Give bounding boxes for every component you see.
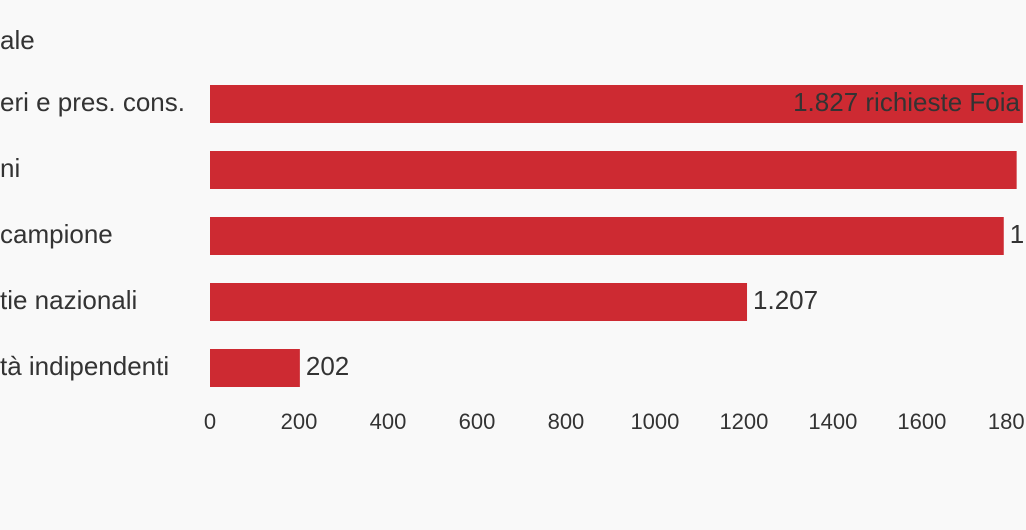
chart-title: ale: [0, 25, 35, 55]
category-label: eri e pres. cons.: [0, 87, 185, 117]
x-tick-label: 1400: [808, 409, 857, 434]
value-label: 1.207: [753, 285, 818, 315]
x-tick-label: 1200: [719, 409, 768, 434]
category-label: ni: [0, 153, 20, 183]
x-tick-label: 600: [459, 409, 496, 434]
x-tick-label: 1000: [630, 409, 679, 434]
category-label: tà indipendenti: [0, 351, 169, 381]
category-label: campione: [0, 219, 113, 249]
value-label: 1.827 richieste Foia: [793, 87, 1020, 117]
value-label: 1: [1010, 219, 1024, 249]
value-label: 202: [306, 351, 349, 381]
bar: [210, 85, 1023, 123]
x-tick-label: 200: [281, 409, 318, 434]
bar: [210, 217, 1004, 255]
x-tick-label: 0: [204, 409, 216, 434]
bar: [210, 151, 1017, 189]
x-tick-label: 800: [548, 409, 585, 434]
x-tick-label: 400: [370, 409, 407, 434]
x-tick-label: 1600: [897, 409, 946, 434]
category-label: tie nazionali: [0, 285, 137, 315]
x-tick-label: 180: [988, 409, 1025, 434]
bar: [210, 349, 300, 387]
bar: [210, 283, 748, 321]
